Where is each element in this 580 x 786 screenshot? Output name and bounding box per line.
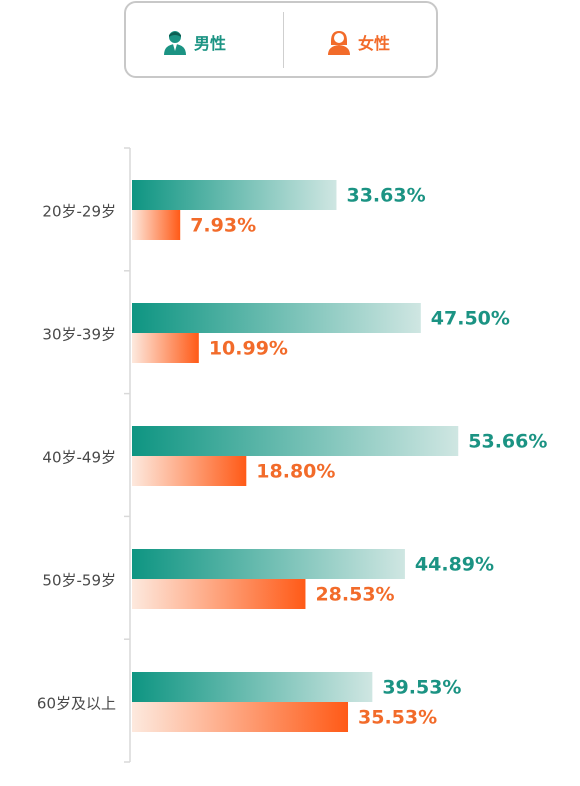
legend-male-label: 男性 [194, 34, 227, 53]
bar-male [132, 549, 405, 579]
bar-male [132, 426, 459, 456]
data-label-female: 28.53% [315, 584, 394, 606]
legend-female-label: 女性 [358, 34, 391, 53]
bar-female [132, 456, 247, 486]
data-label-female: 18.80% [256, 461, 335, 483]
category-label: 50岁-59岁 [42, 572, 116, 590]
data-label-male: 39.53% [382, 677, 461, 699]
legend-item-male[interactable]: 男性 [162, 27, 226, 57]
legend-divider [283, 12, 284, 68]
male-person-icon [164, 31, 186, 55]
category-label: 60岁及以上 [37, 695, 116, 713]
bar-male [132, 672, 373, 702]
category-label: 30岁-39岁 [42, 326, 116, 344]
chart-legend: 男性 女性 [124, 1, 438, 78]
data-label-female: 10.99% [209, 338, 288, 360]
data-label-female: 7.93% [190, 215, 256, 237]
legend-item-female[interactable]: 女性 [326, 27, 390, 57]
category-label: 40岁-49岁 [42, 449, 116, 467]
data-label-male: 53.66% [468, 431, 547, 453]
bar-female [132, 702, 349, 732]
data-label-male: 33.63% [346, 185, 425, 207]
data-label-male: 44.89% [415, 554, 494, 576]
bar-female [132, 333, 199, 363]
data-label-male: 47.50% [431, 308, 510, 330]
bar-female [132, 210, 181, 240]
bar-male [132, 303, 421, 333]
female-person-icon [328, 31, 350, 55]
category-label: 20岁-29岁 [42, 203, 116, 221]
bar-female [132, 579, 306, 609]
data-label-female: 35.53% [358, 707, 437, 729]
bar-male [132, 180, 337, 210]
